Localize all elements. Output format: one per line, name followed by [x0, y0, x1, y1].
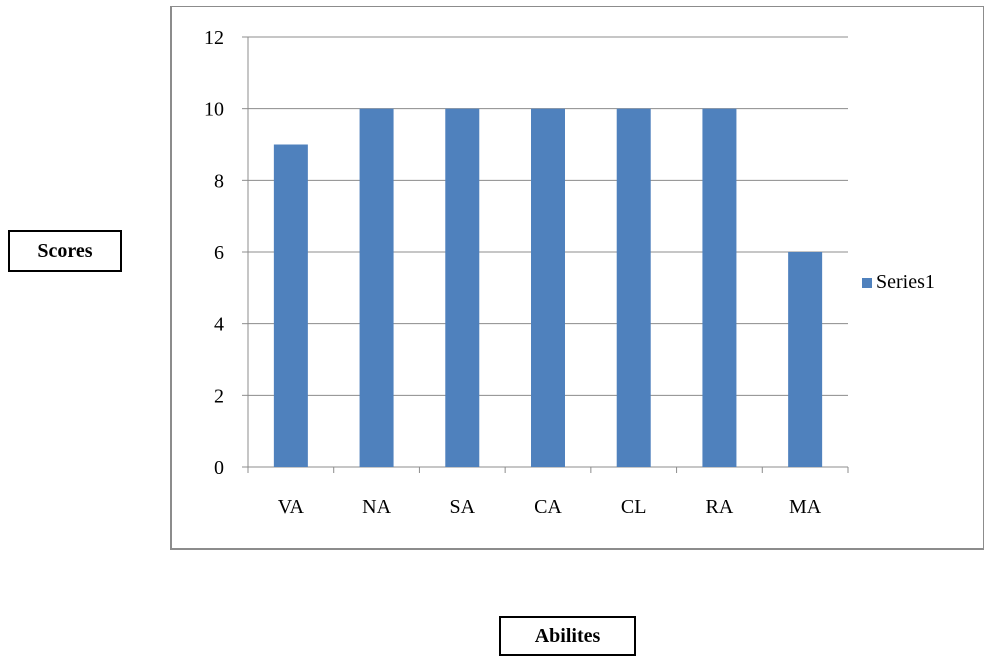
y-axis-label: Scores — [8, 230, 122, 272]
y-tick-label: 8 — [214, 170, 224, 192]
x-tick-label: NA — [362, 496, 391, 518]
bar — [273, 144, 308, 467]
bar — [445, 108, 480, 468]
x-tick-label: VA — [278, 496, 305, 518]
y-tick-label: 2 — [214, 385, 224, 407]
bar-chart: 0 2 4 6 8 10 12 VA NA SA CA CL RA MA Series1 — [204, 27, 935, 518]
y-tick-label: 4 — [214, 314, 224, 336]
x-axis-label-text: Abilites — [534, 624, 601, 647]
x-tick-label: CL — [621, 496, 647, 518]
bar — [616, 108, 651, 468]
y-tick-label: 10 — [204, 99, 224, 121]
y-tick-label: 6 — [214, 242, 224, 264]
bar — [788, 252, 823, 467]
y-tick-label: 0 — [214, 457, 224, 479]
bar — [702, 108, 737, 468]
x-tick-label: CA — [534, 496, 562, 518]
x-tick-label: MA — [789, 496, 822, 518]
legend-entry: Series1 — [876, 271, 935, 293]
bar — [359, 108, 394, 468]
legend-swatch — [862, 278, 872, 288]
bar — [531, 108, 565, 468]
x-tick-label: SA — [449, 496, 475, 518]
y-axis-label-text: Scores — [37, 239, 93, 262]
x-tick-label: RA — [706, 496, 734, 518]
y-tick-label: 12 — [204, 27, 224, 49]
x-axis-label: Abilites — [499, 616, 636, 656]
